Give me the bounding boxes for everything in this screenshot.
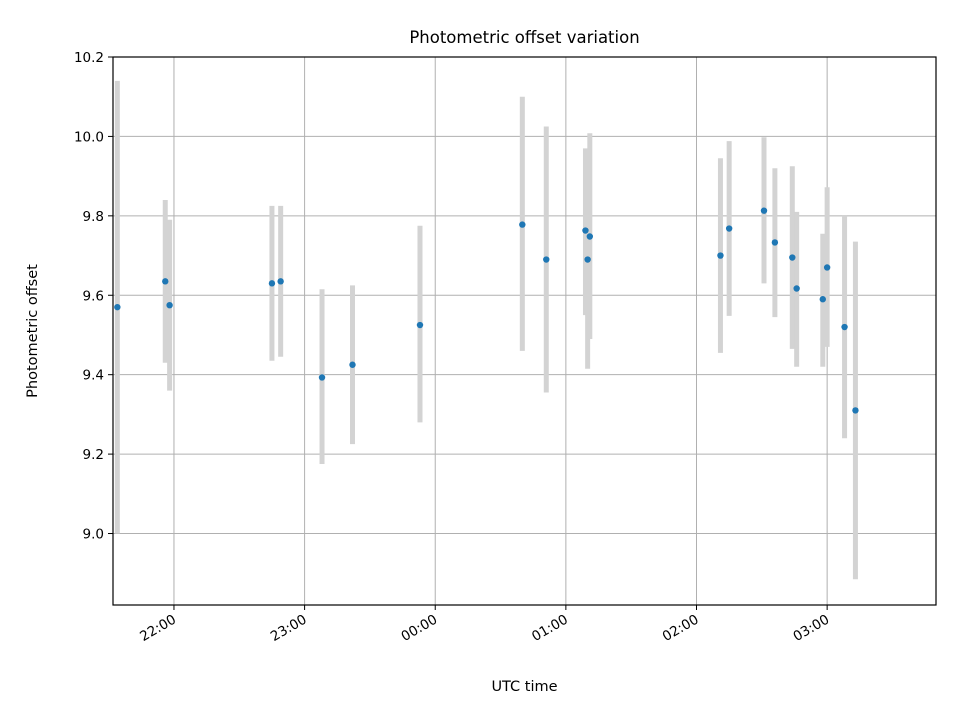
data-point (789, 254, 796, 261)
data-point (114, 303, 121, 311)
data-point (416, 321, 424, 329)
y-tick-label: 9.6 (83, 288, 104, 304)
data-point (349, 361, 356, 368)
plot-frame (112, 56, 937, 606)
x-axis-label: UTC time (491, 679, 557, 695)
data-points (114, 207, 859, 414)
data-point (793, 285, 800, 292)
y-tick-label: 9.0 (83, 527, 104, 543)
data-point (725, 225, 733, 232)
data-point (852, 407, 859, 414)
data-point (586, 233, 594, 240)
y-tick-label: 9.2 (83, 447, 104, 463)
y-tick-label: 9.4 (83, 368, 104, 384)
data-point (277, 278, 284, 285)
data-point (819, 296, 826, 303)
data-point (717, 252, 724, 259)
data-point (318, 374, 326, 381)
y-axis-label: Photometric offset (25, 264, 41, 398)
data-point (166, 301, 173, 309)
data-point (543, 256, 550, 263)
data-point (823, 264, 831, 271)
y-tick-label: 10.2 (74, 50, 104, 66)
data-point (162, 278, 169, 285)
y-tick-label: 9.8 (83, 209, 104, 225)
data-point (519, 221, 526, 228)
data-point (582, 227, 589, 234)
data-point (760, 207, 768, 214)
data-point (771, 239, 779, 246)
data-point (268, 280, 276, 287)
data-point (841, 323, 848, 331)
chart-title: Photometric offset variation (409, 28, 639, 47)
y-axis-ticks: 9.0 9.2 9.4 9.6 9.8 10.0 10.2 (74, 50, 113, 543)
y-tick-label: 10.0 (74, 129, 104, 145)
data-point (584, 256, 591, 263)
